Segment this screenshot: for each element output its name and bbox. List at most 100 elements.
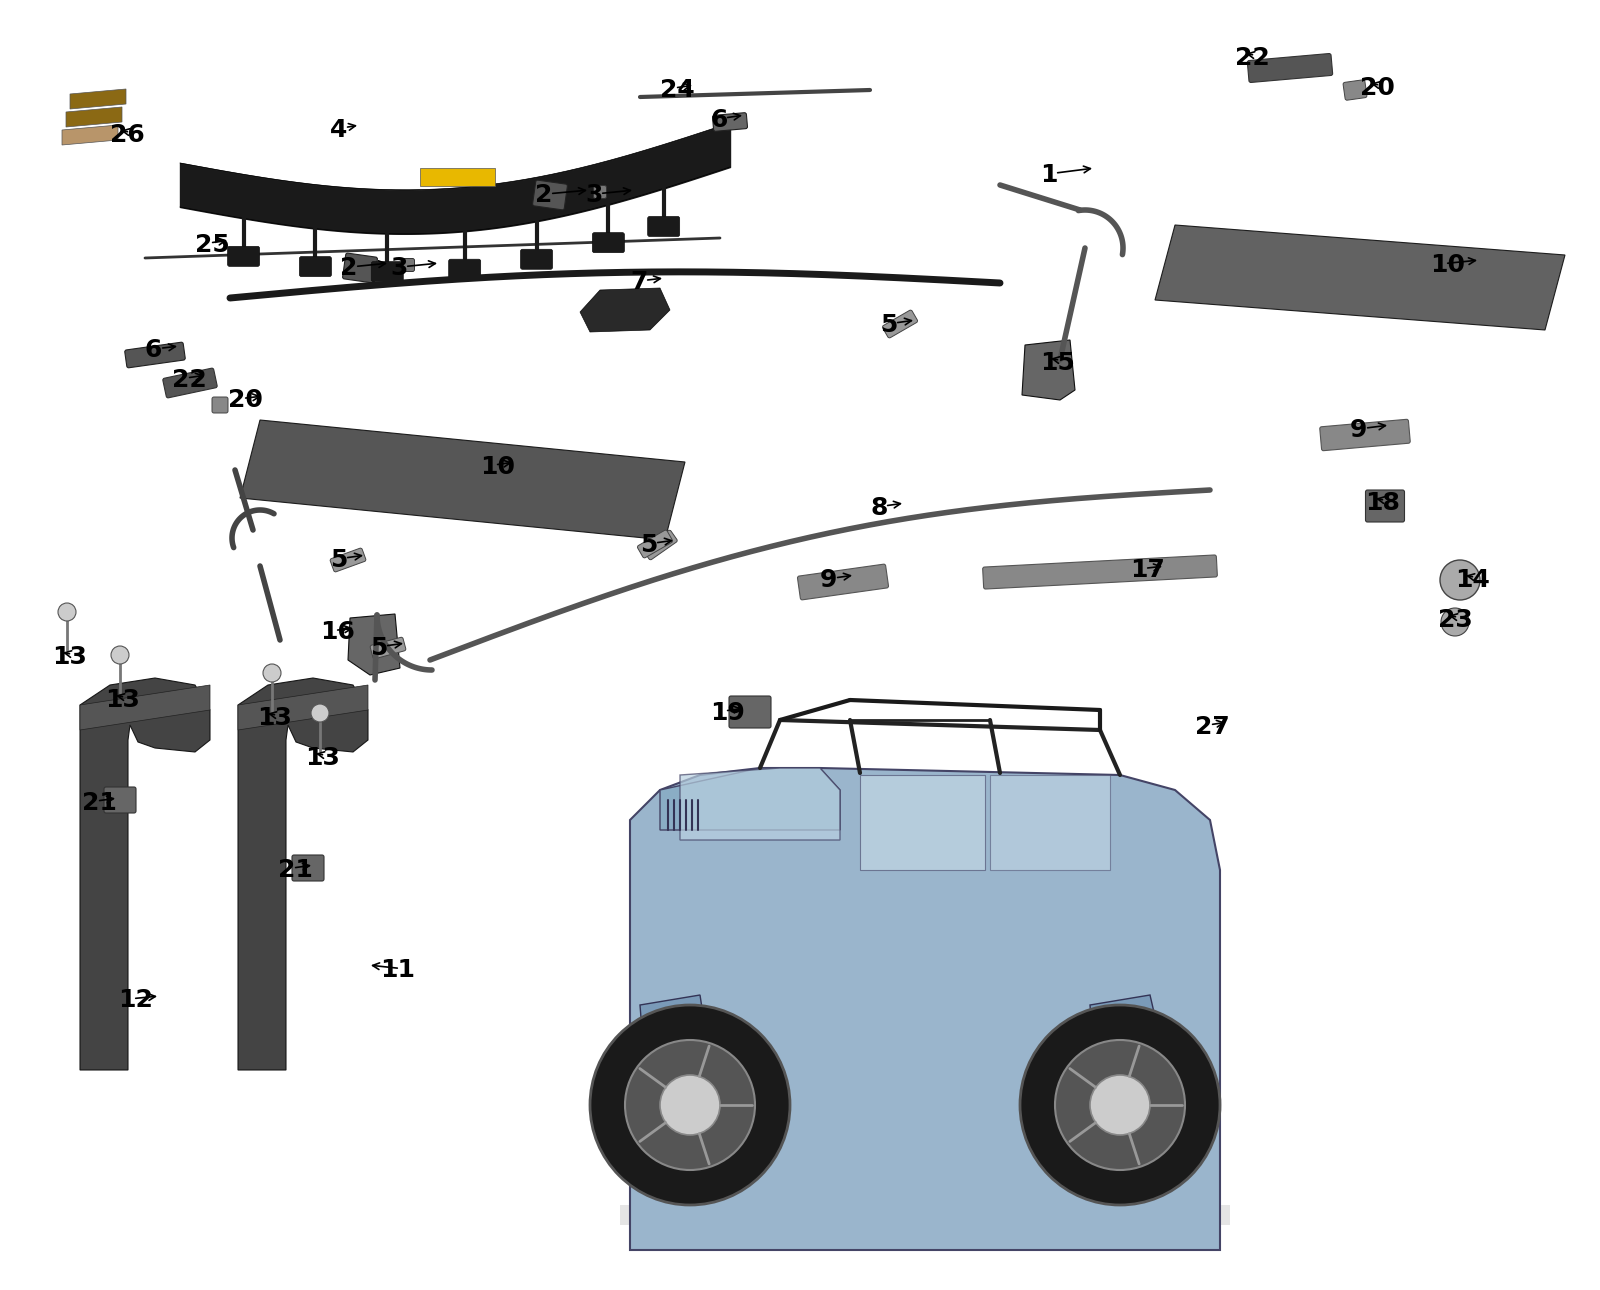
Text: 9: 9 <box>819 568 837 592</box>
FancyBboxPatch shape <box>637 530 672 559</box>
FancyBboxPatch shape <box>402 258 414 271</box>
Text: 12: 12 <box>118 988 154 1011</box>
Text: 22: 22 <box>1235 46 1270 70</box>
Circle shape <box>1090 1075 1150 1135</box>
Text: 4: 4 <box>330 117 347 142</box>
Text: 11: 11 <box>381 958 414 982</box>
Polygon shape <box>680 768 840 840</box>
FancyBboxPatch shape <box>299 257 331 276</box>
Polygon shape <box>640 995 710 1069</box>
Circle shape <box>661 1075 720 1135</box>
FancyBboxPatch shape <box>291 855 323 881</box>
FancyBboxPatch shape <box>533 181 568 210</box>
Polygon shape <box>80 679 210 1069</box>
FancyBboxPatch shape <box>797 564 888 600</box>
Text: 5: 5 <box>640 533 658 557</box>
FancyBboxPatch shape <box>448 259 480 279</box>
FancyBboxPatch shape <box>371 262 403 281</box>
Text: 27: 27 <box>1195 715 1230 739</box>
FancyBboxPatch shape <box>370 637 406 659</box>
FancyBboxPatch shape <box>342 253 378 283</box>
Polygon shape <box>1022 341 1075 400</box>
FancyBboxPatch shape <box>1248 54 1333 83</box>
FancyBboxPatch shape <box>520 249 552 270</box>
Text: 18: 18 <box>1365 491 1400 515</box>
Text: 14: 14 <box>1454 568 1490 592</box>
Text: 13: 13 <box>53 645 86 670</box>
Text: 5: 5 <box>330 548 347 571</box>
FancyBboxPatch shape <box>982 555 1218 590</box>
Text: 13: 13 <box>258 706 291 730</box>
Text: 21: 21 <box>278 858 314 882</box>
Text: 9: 9 <box>1350 418 1368 442</box>
Polygon shape <box>990 775 1110 869</box>
Text: 3: 3 <box>586 183 602 206</box>
FancyBboxPatch shape <box>883 310 917 338</box>
Text: 23: 23 <box>1438 608 1474 632</box>
Bar <box>419 168 494 186</box>
Polygon shape <box>630 768 1221 1250</box>
Polygon shape <box>62 125 118 144</box>
Polygon shape <box>1090 995 1165 1069</box>
FancyBboxPatch shape <box>330 548 366 571</box>
Polygon shape <box>349 614 400 675</box>
FancyBboxPatch shape <box>594 186 606 199</box>
Text: 19: 19 <box>710 700 746 725</box>
Circle shape <box>626 1040 755 1170</box>
FancyBboxPatch shape <box>592 232 624 253</box>
Circle shape <box>262 664 282 682</box>
Text: 13: 13 <box>106 688 141 712</box>
Polygon shape <box>80 685 210 730</box>
FancyBboxPatch shape <box>1342 80 1366 101</box>
Text: 16: 16 <box>320 620 355 644</box>
Text: 10: 10 <box>480 455 515 479</box>
Text: 13: 13 <box>306 746 339 770</box>
Text: 2: 2 <box>339 255 357 280</box>
Circle shape <box>1021 1005 1221 1205</box>
FancyBboxPatch shape <box>730 697 771 728</box>
Polygon shape <box>661 768 840 829</box>
Text: 10: 10 <box>1430 253 1466 277</box>
Text: 25: 25 <box>195 233 230 257</box>
FancyBboxPatch shape <box>163 368 218 397</box>
Text: 1: 1 <box>1040 163 1058 187</box>
Polygon shape <box>70 89 126 108</box>
FancyBboxPatch shape <box>712 112 747 132</box>
Polygon shape <box>1155 224 1565 330</box>
Circle shape <box>590 1005 790 1205</box>
Polygon shape <box>238 679 368 1069</box>
Text: 7: 7 <box>630 270 648 294</box>
Polygon shape <box>66 107 122 126</box>
Polygon shape <box>238 685 368 730</box>
Circle shape <box>1054 1040 1186 1170</box>
Text: 3: 3 <box>390 255 408 280</box>
Text: 6: 6 <box>710 108 728 132</box>
FancyBboxPatch shape <box>1365 490 1405 522</box>
Polygon shape <box>621 1205 1230 1226</box>
Text: 5: 5 <box>370 636 387 660</box>
Text: 8: 8 <box>870 495 888 520</box>
FancyBboxPatch shape <box>227 246 259 266</box>
Text: 6: 6 <box>146 338 162 362</box>
Text: 20: 20 <box>229 388 262 412</box>
Circle shape <box>1440 560 1480 600</box>
Polygon shape <box>861 775 986 869</box>
Text: 24: 24 <box>661 77 694 102</box>
Text: 20: 20 <box>1360 76 1395 101</box>
FancyBboxPatch shape <box>211 397 229 413</box>
Text: 17: 17 <box>1130 559 1165 582</box>
Circle shape <box>110 646 130 664</box>
Text: 22: 22 <box>173 368 206 392</box>
FancyBboxPatch shape <box>643 530 677 560</box>
FancyBboxPatch shape <box>1320 419 1410 450</box>
Circle shape <box>58 602 77 620</box>
Polygon shape <box>579 288 670 332</box>
FancyBboxPatch shape <box>104 787 136 813</box>
FancyBboxPatch shape <box>125 342 186 368</box>
Polygon shape <box>240 421 685 541</box>
Text: 5: 5 <box>880 313 898 337</box>
Circle shape <box>310 704 330 722</box>
Text: 2: 2 <box>534 183 552 206</box>
Text: 15: 15 <box>1040 351 1075 375</box>
Text: 21: 21 <box>82 791 117 815</box>
